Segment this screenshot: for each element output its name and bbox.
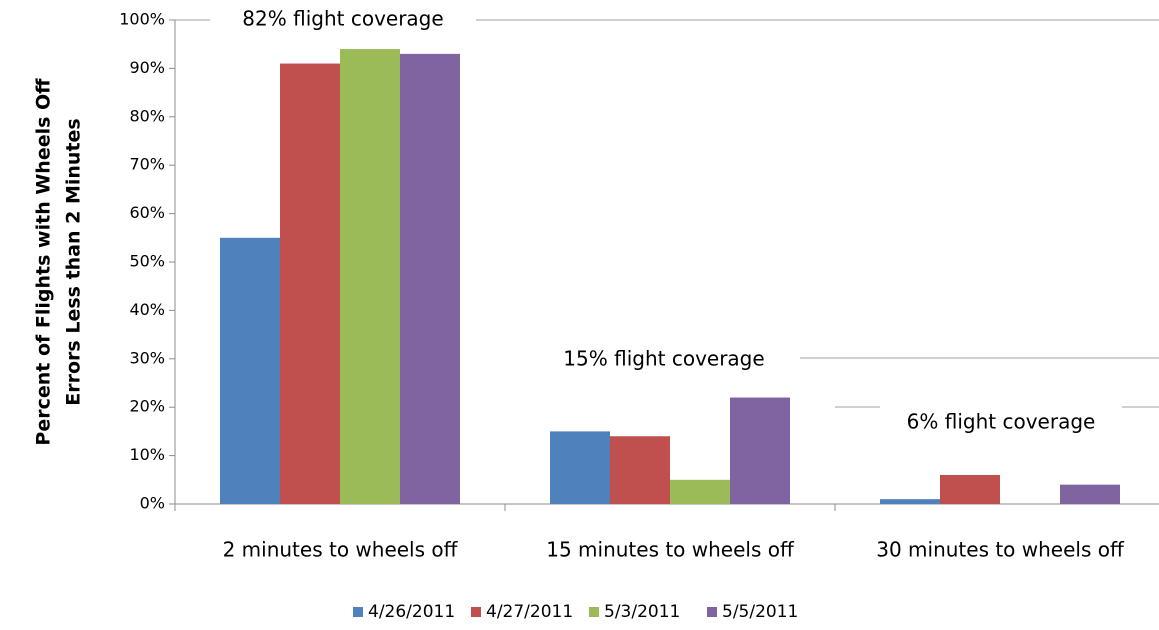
x-tick-label: 15 minutes to wheels off <box>546 538 795 562</box>
y-tick-label: 60% <box>129 203 165 222</box>
legend-swatch <box>707 607 717 617</box>
legend-swatch <box>589 607 599 617</box>
annotation: 15% flight coverage <box>563 347 764 371</box>
legend-label: 4/27/2011 <box>486 602 573 622</box>
y-tick-label: 30% <box>129 348 165 367</box>
legend-swatch <box>471 607 481 617</box>
bar <box>670 479 730 504</box>
bar <box>220 237 280 505</box>
y-tick-label: 20% <box>129 397 165 416</box>
bar <box>1060 484 1120 504</box>
y-tick-label: 70% <box>129 155 165 174</box>
bar <box>400 53 460 504</box>
y-tick-label: 100% <box>119 10 165 29</box>
y-tick-label: 50% <box>129 252 165 271</box>
bar <box>280 63 340 505</box>
bar <box>340 49 400 504</box>
y-axis-label: Percent of Flights with Wheels Off <box>33 78 55 446</box>
bar <box>550 431 610 504</box>
x-tick-label: 30 minutes to wheels off <box>876 538 1125 562</box>
legend-swatch <box>353 607 363 617</box>
y-tick-label: 10% <box>129 445 165 464</box>
legend-label: 5/5/2011 <box>722 602 798 622</box>
y-tick-label: 0% <box>140 494 165 513</box>
annotation: 82% flight coverage <box>242 7 443 31</box>
y-tick-label: 40% <box>129 300 165 319</box>
y-tick-label: 90% <box>129 58 165 77</box>
legend-label: 5/3/2011 <box>604 602 680 622</box>
bar <box>610 436 670 504</box>
x-tick-label: 2 minutes to wheels off <box>223 538 459 562</box>
bar <box>940 474 1000 504</box>
annotation: 6% flight coverage <box>907 410 1096 434</box>
y-tick-label: 80% <box>129 106 165 125</box>
y-axis-label: Errors Less than 2 Minutes <box>63 118 85 405</box>
legend-label: 4/26/2011 <box>368 602 455 622</box>
bar <box>880 499 940 504</box>
bar <box>730 397 790 504</box>
